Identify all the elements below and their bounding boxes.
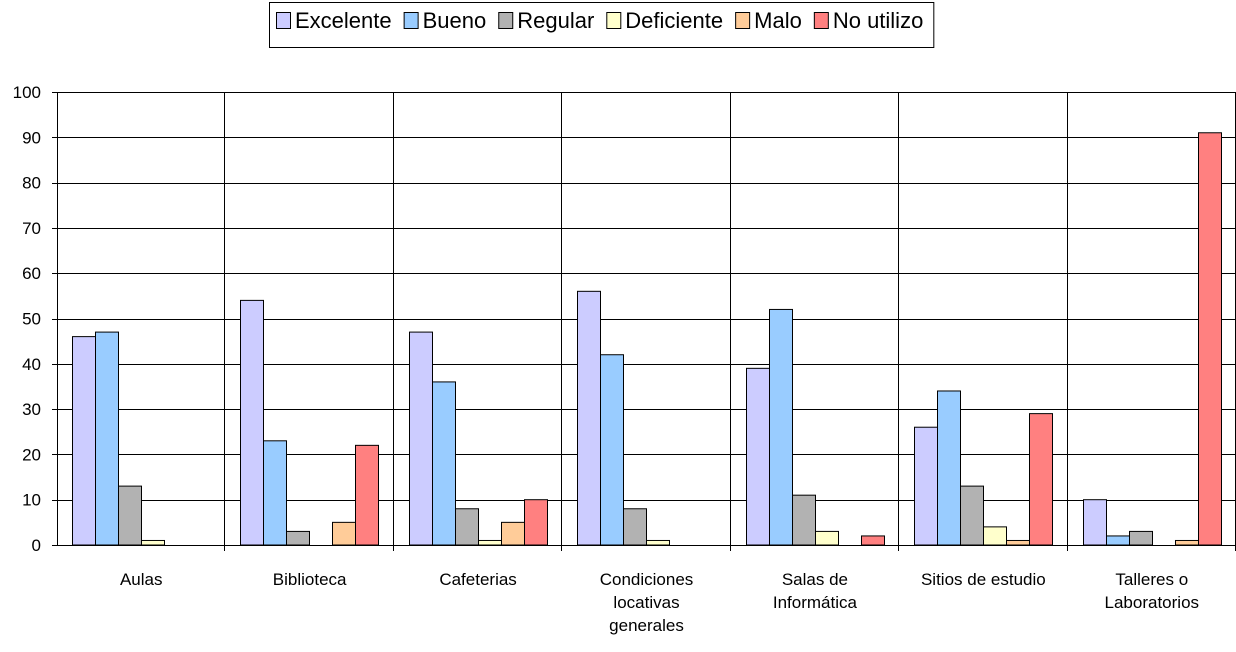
y-tick-label-10: 10: [22, 491, 41, 510]
bar-malo-1: [332, 521, 356, 546]
bar-malo-6: [1175, 539, 1199, 546]
bar-excelente-0: [72, 336, 96, 546]
bar-bueno-3: [600, 354, 624, 546]
y-tick-label-30: 30: [22, 400, 41, 419]
bar-bueno-5: [937, 390, 961, 546]
legend-label-no-utilizo: No utilizo: [833, 8, 923, 33]
bar-deficiente-3: [646, 539, 670, 546]
bar-malo-2: [501, 521, 525, 546]
x-category-label-line: Cafeterias: [439, 570, 516, 589]
x-category-label-2: Cafeterias: [439, 570, 516, 589]
bar-regular-5: [960, 485, 984, 546]
y-tick-label-60: 60: [22, 264, 41, 283]
bar-no-utilizo-5: [1029, 413, 1053, 546]
x-category-label-line: locativas: [613, 593, 679, 612]
x-category-label-line: generales: [609, 616, 684, 635]
x-category-labels: Aulas Biblioteca Cafeterias Condiciones loca…: [120, 570, 1199, 635]
legend-swatch-no-utilizo: [813, 12, 829, 29]
bar-deficiente-5: [983, 526, 1007, 546]
x-category-label-0: Aulas: [120, 570, 163, 589]
x-category-label-6: Talleres o Laboratorios: [1105, 570, 1200, 612]
bar-bueno-0: [95, 331, 119, 546]
legend-swatch-malo: [735, 12, 751, 29]
x-category-label-line: Biblioteca: [273, 570, 347, 589]
x-category-label-line: Laboratorios: [1105, 593, 1200, 612]
bar-excelente-6: [1083, 499, 1107, 546]
y-tick-label-40: 40: [22, 355, 41, 374]
y-tick-label-50: 50: [22, 310, 41, 329]
y-tick-label-100: 100: [13, 83, 41, 102]
x-category-label-3: Condiciones locativas generales: [600, 570, 694, 635]
legend-label-bueno: Bueno: [423, 8, 487, 33]
bar-regular-4: [792, 494, 816, 546]
x-category-label-1: Biblioteca: [273, 570, 347, 589]
bar-regular-2: [455, 508, 479, 546]
bar-no-utilizo-4: [861, 535, 885, 546]
bar-excelente-2: [409, 331, 433, 546]
legend: Excelente Bueno Regular Deficiente Malo No ut…: [269, 2, 935, 48]
bar-deficiente-4: [815, 530, 839, 546]
bar-regular-0: [118, 485, 142, 546]
bar-no-utilizo-1: [355, 444, 379, 546]
legend-label-malo: Malo: [754, 8, 802, 33]
y-tick-label-70: 70: [22, 219, 41, 238]
y-tick-labels: 0 10 20 30 40 50 60 70 80 90 100: [13, 83, 41, 555]
bar-regular-3: [623, 508, 647, 546]
bar-malo-5: [1006, 539, 1030, 546]
legend-swatch-regular: [498, 12, 514, 29]
legend-swatch-deficiente: [606, 12, 622, 29]
bar-deficiente-2: [478, 539, 502, 546]
x-category-label-line: Salas de: [782, 570, 848, 589]
legend-swatch-bueno: [403, 12, 419, 29]
bar-excelente-4: [746, 367, 770, 546]
bar-no-utilizo-2: [524, 499, 548, 546]
x-category-label-line: Informática: [773, 593, 858, 612]
y-tick-label-0: 0: [32, 536, 41, 555]
y-tick-label-80: 80: [22, 174, 41, 193]
gridlines: [57, 92, 1236, 551]
x-category-label-line: Sitios de estudio: [921, 570, 1046, 589]
legend-label-regular: Regular: [517, 8, 594, 33]
bar-excelente-1: [240, 299, 264, 546]
x-category-label-line: Condiciones: [600, 570, 694, 589]
bar-regular-6: [1129, 530, 1153, 546]
y-tick-label-90: 90: [22, 128, 41, 147]
x-category-label-4: Salas de Informática: [773, 570, 858, 612]
x-category-label-line: Talleres o: [1115, 570, 1188, 589]
x-category-label-5: Sitios de estudio: [921, 570, 1046, 589]
bar-regular-1: [286, 530, 310, 546]
bar-excelente-5: [914, 426, 938, 546]
axes: [52, 92, 1236, 546]
legend-label-deficiente: Deficiente: [625, 8, 723, 33]
bar-bueno-2: [432, 381, 456, 546]
bars: [72, 132, 1222, 546]
legend-label-excelente: Excelente: [295, 8, 392, 33]
bar-bueno-4: [769, 308, 793, 546]
bar-bueno-6: [1106, 535, 1130, 546]
bar-deficiente-0: [141, 539, 165, 546]
y-tick-label-20: 20: [22, 445, 41, 464]
legend-swatch-excelente: [276, 12, 291, 29]
bar-excelente-3: [577, 290, 601, 546]
bar-no-utilizo-6: [1198, 132, 1222, 546]
x-category-label-line: Aulas: [120, 570, 163, 589]
bar-bueno-1: [263, 440, 287, 546]
